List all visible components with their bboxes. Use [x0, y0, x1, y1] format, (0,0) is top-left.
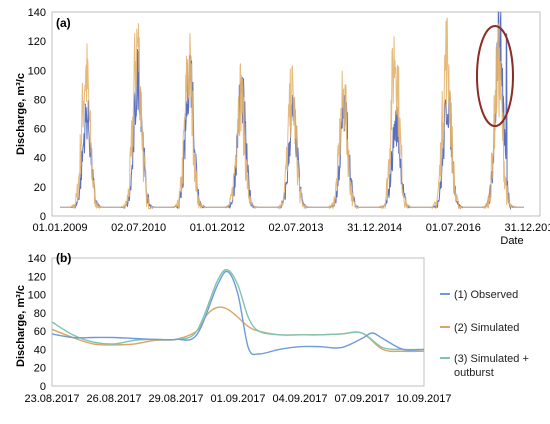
panel-a-y-tick-label: 140 — [28, 7, 46, 19]
panel-a-x-tick-label: 01.07.2016 — [426, 222, 481, 234]
panel-a-x-tick-label: 31.12.2017 — [504, 222, 550, 234]
panel-a-y-tick-label: 120 — [28, 36, 46, 48]
outburst-highlight-ellipse — [476, 25, 514, 127]
panel-a-series-simulated-line — [60, 17, 524, 211]
panel-b: (b) 0 20 40 60 80 100 120 140 23.08.2017 26.08.2… — [15, 251, 544, 405]
panel-b-x-ticks: 23.08.2017 26.08.2017 29.08.2017 01.09.2017… — [24, 393, 451, 405]
panel-a-series — [60, 11, 524, 211]
panel-b-label: (b) — [56, 251, 71, 265]
panel-a-label: (a) — [56, 16, 71, 30]
panel-b-y-tick-label: 40 — [34, 344, 46, 356]
panel-a-x-axis-label: Date — [500, 235, 523, 247]
panel-b-y-tick-label: 140 — [28, 253, 46, 265]
panel-a-frame — [51, 11, 541, 217]
panel-a-x-ticks: 01.01.2009 02.07.2010 01.01.2012 02.07.2013… — [32, 222, 550, 234]
panel-b-x-tick-label: 10.09.2017 — [396, 393, 451, 405]
panel-b-series — [51, 269, 425, 356]
panel-b-x-tick-label: 07.09.2017 — [334, 393, 389, 405]
panel-b-y-axis-label: Discharge, m³/c — [15, 285, 27, 367]
panel-a-x-tick-label: 31.12.2014 — [347, 222, 402, 234]
panel-b-y-tick-label: 80 — [34, 308, 46, 320]
panel-a-x-tick-label: 02.07.2010 — [111, 222, 166, 234]
panel-a-x-tick-label: 01.01.2012 — [190, 222, 245, 234]
panel-b-y-tick-label: 20 — [34, 363, 46, 375]
legend-label-outburst-line1: (3) Simulated + — [454, 353, 529, 365]
panel-a-y-tick-label: 60 — [34, 124, 46, 136]
panel-a-x-tick-label: 02.07.2013 — [268, 222, 323, 234]
legend-box — [428, 263, 544, 373]
panel-b-x-tick-label: 01.09.2017 — [210, 393, 265, 405]
panel-b-y-tick-label: 60 — [34, 326, 46, 338]
panel-b-series-simulated-outburst-line — [51, 269, 425, 351]
panel-a-y-tick-label: 100 — [28, 65, 46, 77]
panel-b-y-tick-label: 120 — [28, 271, 46, 283]
panel-a-y-ticks: 0 20 40 60 80 100 120 140 — [28, 7, 46, 223]
panel-a-y-axis-label: Discharge, m³/c — [15, 73, 27, 155]
panel-a: (a) 0 20 40 60 80 100 120 140 01.01.2009 02.07.2… — [15, 7, 550, 247]
panel-a-x-tick-label: 01.01.2009 — [32, 222, 87, 234]
legend-label-observed: (1) Observed — [454, 289, 518, 301]
panel-a-y-tick-label: 0 — [40, 211, 46, 223]
panel-b-frame — [51, 257, 425, 387]
panel-a-y-tick-label: 80 — [34, 94, 46, 106]
legend-label-simulated: (2) Simulated — [454, 322, 519, 334]
panel-b-x-tick-label: 26.08.2017 — [86, 393, 141, 405]
panel-a-y-tick-label: 40 — [34, 153, 46, 165]
panel-b-series-simulated-line — [51, 306, 425, 353]
panel-b-y-tick-label: 100 — [28, 290, 46, 302]
panel-b-y-tick-label: 0 — [40, 381, 46, 393]
panel-b-legend: (1) Observed (2) Simulated (3) Simulated… — [428, 263, 544, 379]
panel-b-y-ticks: 0 20 40 60 80 100 120 140 — [28, 253, 46, 393]
legend-label-outburst: (3) Simulated + outburst — [454, 353, 532, 379]
panel-b-series-observed-line — [51, 270, 425, 356]
legend-label-outburst-line2: outburst — [454, 367, 494, 379]
panel-b-x-tick-label: 29.08.2017 — [148, 393, 203, 405]
panel-b-x-tick-label: 23.08.2017 — [24, 393, 79, 405]
panel-a-y-tick-label: 20 — [34, 182, 46, 194]
panel-b-x-tick-label: 04.09.2017 — [272, 393, 327, 405]
